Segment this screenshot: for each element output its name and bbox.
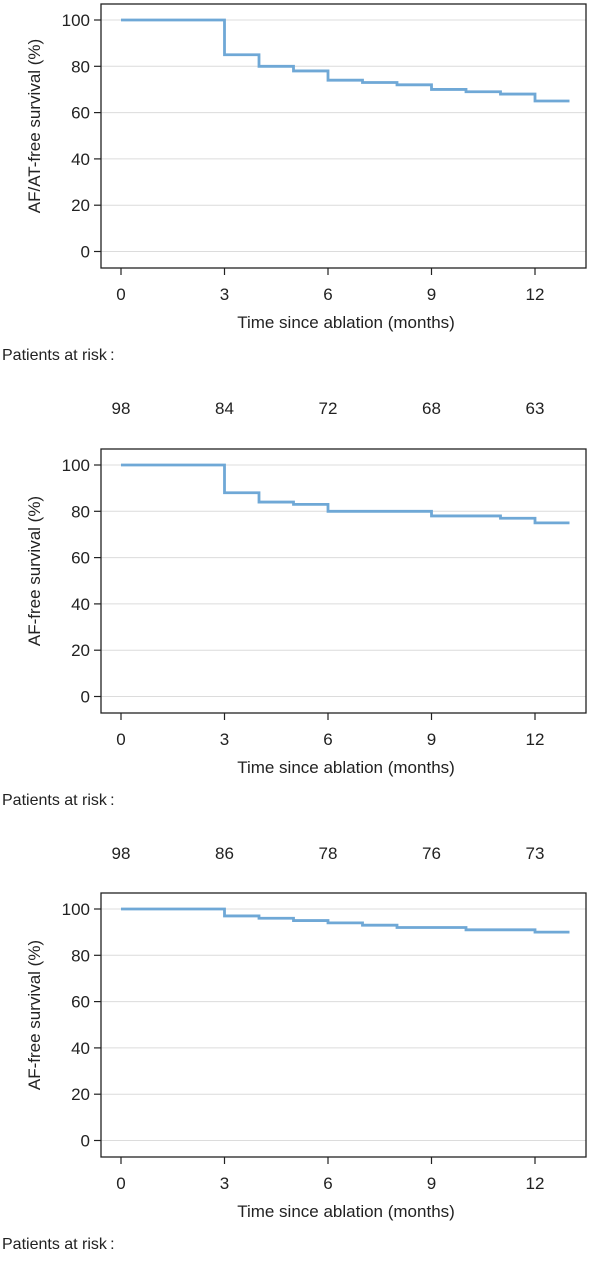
chart-3-ytick-label-60: 60 xyxy=(71,993,90,1012)
chart-1-ytick-label-100: 100 xyxy=(62,11,90,30)
chart-3-xtick-label-3: 3 xyxy=(220,1174,229,1193)
chart-1-ytick-label-80: 80 xyxy=(71,57,90,76)
chart-1-risk-table-title: Patients at risk : xyxy=(2,347,115,364)
chart-2-risk-count-6: 78 xyxy=(319,844,338,863)
chart-1-xtick-label-3: 3 xyxy=(220,285,229,304)
chart-2-risk-count-3: 86 xyxy=(215,844,234,863)
chart-1-ytick-label-60: 60 xyxy=(71,104,90,123)
chart-1-risk-count-6: 72 xyxy=(319,399,338,418)
chart-2-ytick-label-60: 60 xyxy=(71,549,90,568)
chart-2: 0 20 40 60 80 100 0 3 6 9 12 Time since ablation (m… xyxy=(2,448,587,863)
chart-2-ytick-label-0: 0 xyxy=(81,688,90,707)
chart-3-ytick-label-100: 100 xyxy=(62,900,90,919)
chart-3-xtick-label-0: 0 xyxy=(116,1174,125,1193)
chart-2-xtick-label-12: 12 xyxy=(526,730,545,749)
chart-1-survival-curve xyxy=(121,18,570,103)
chart-1-ytick-label-40: 40 xyxy=(71,150,90,169)
chart-3-ytick-label-40: 40 xyxy=(71,1039,90,1058)
chart-3-yaxis-title: AF-free survival (%) xyxy=(25,940,44,1090)
chart-1-plot-frame xyxy=(100,3,587,269)
chart-2-ytick-label-20: 20 xyxy=(71,641,90,660)
chart-1-ytick-label-20: 20 xyxy=(71,196,90,215)
chart-1-yaxis-title: AF/AT-free survival (%) xyxy=(25,39,44,213)
chart-3-xaxis-title: Time since ablation (months) xyxy=(237,1202,455,1221)
chart-2-plot-frame xyxy=(100,448,587,714)
chart-2-xtick-label-0: 0 xyxy=(116,730,125,749)
chart-3-plot-frame xyxy=(100,892,587,1158)
chart-3-xtick-label-6: 6 xyxy=(323,1174,332,1193)
chart-2-risk-table-title: Patients at risk : xyxy=(2,792,115,809)
chart-2-risk-count-12: 73 xyxy=(526,844,545,863)
chart-1-xtick-label-0: 0 xyxy=(116,285,125,304)
chart-1: 0 20 40 60 80 100 0 3 6 9 12 Time since ablation (m… xyxy=(2,3,587,418)
chart-3-xtick-label-9: 9 xyxy=(427,1174,436,1193)
chart-2-ytick-label-80: 80 xyxy=(71,502,90,521)
chart-3-ytick-label-0: 0 xyxy=(81,1132,90,1151)
chart-3-ytick-label-20: 20 xyxy=(71,1085,90,1104)
chart-1-risk-count-9: 68 xyxy=(422,399,441,418)
chart-3-risk-table-title: Patients at risk : xyxy=(2,1236,115,1253)
chart-2-xtick-label-9: 9 xyxy=(427,730,436,749)
chart-2-xtick-label-6: 6 xyxy=(323,730,332,749)
chart-2-survival-curve xyxy=(121,463,570,525)
chart-3-xtick-label-12: 12 xyxy=(526,1174,545,1193)
chart-2-xtick-label-3: 3 xyxy=(220,730,229,749)
chart-1-xaxis-title: Time since ablation (months) xyxy=(237,313,455,332)
chart-2-risk-count-0: 98 xyxy=(112,844,131,863)
chart-1-risk-count-0: 98 xyxy=(112,399,131,418)
chart-1-xtick-label-6: 6 xyxy=(323,285,332,304)
chart-1-xtick-label-9: 9 xyxy=(427,285,436,304)
chart-2-xaxis-title: Time since ablation (months) xyxy=(237,758,455,777)
chart-2-ytick-label-40: 40 xyxy=(71,595,90,614)
chart-3-survival-curve xyxy=(121,907,570,934)
chart-2-ytick-label-100: 100 xyxy=(62,456,90,475)
chart-2-yaxis-title: AF-free survival (%) xyxy=(25,496,44,646)
chart-2-risk-count-9: 76 xyxy=(422,844,441,863)
chart-1-xtick-label-12: 12 xyxy=(526,285,545,304)
chart-1-ytick-label-0: 0 xyxy=(81,243,90,262)
chart-3: 0 20 40 60 80 100 0 3 6 9 12 Time since ablation (m… xyxy=(2,892,587,1253)
chart-1-risk-count-3: 84 xyxy=(215,399,234,418)
chart-1-risk-count-12: 63 xyxy=(526,399,545,418)
chart-3-ytick-label-80: 80 xyxy=(71,946,90,965)
